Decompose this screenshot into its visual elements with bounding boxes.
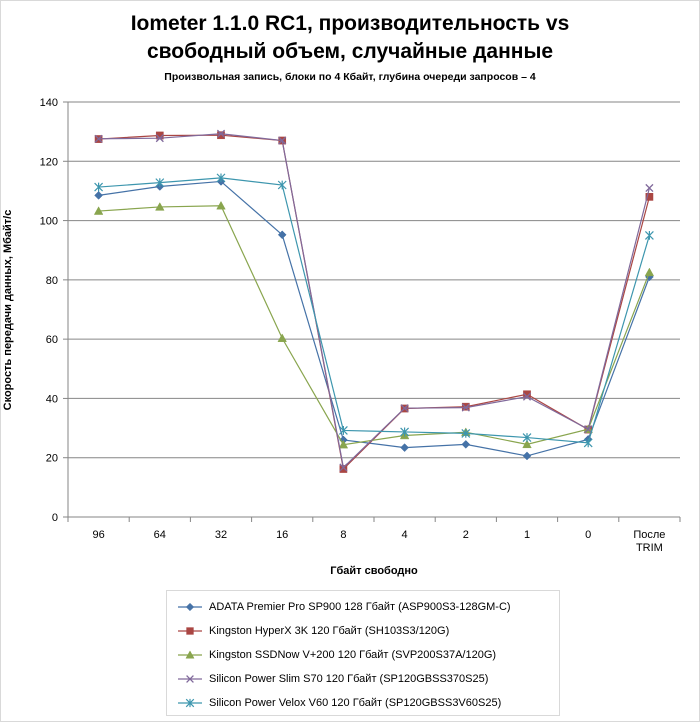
legend-item: Silicon Power Slim S70 120 Гбайт (SP120G…: [177, 667, 488, 691]
legend-label: ADATA Premier Pro SP900 128 Гбайт (ASP90…: [209, 601, 511, 613]
x-tick-label: 32: [215, 529, 227, 541]
data-point: [400, 404, 409, 413]
chart-subtitle: Произвольная запись, блоки по 4 Кбайт, г…: [164, 71, 536, 83]
legend-label: Silicon Power Velox V60 120 Гбайт (SP120…: [209, 697, 502, 709]
data-point: [522, 451, 532, 461]
y-tick-label: 0: [52, 512, 58, 524]
data-point: [216, 173, 226, 183]
data-point: [94, 191, 103, 200]
data-point: [400, 443, 409, 452]
x-tick-label: 1: [524, 529, 530, 541]
legend-label: Kingston SSDNow V+200 120 Гбайт (SVP200S…: [209, 649, 497, 661]
y-tick-label: 80: [46, 275, 58, 287]
data-point: [461, 428, 471, 438]
series-line: [98, 205, 650, 446]
data-point: [522, 392, 532, 401]
legend-marker: [185, 650, 195, 659]
legend-marker-icon: [178, 650, 202, 659]
legend-item: ADATA Premier Pro SP900 128 Гбайт (ASP90…: [177, 595, 511, 619]
y-tick-label: 140: [40, 97, 58, 109]
data-point: [644, 267, 655, 277]
x-tick-label: После TRIM: [633, 529, 665, 554]
legend-item: Kingston SSDNow V+200 120 Гбайт (SVP200S…: [177, 643, 496, 667]
y-tick-label: 40: [46, 393, 58, 405]
data-point: [217, 131, 225, 140]
data-point: [155, 131, 164, 140]
legend-marker: [185, 602, 195, 612]
x-tick-label: 2: [463, 529, 469, 541]
series-5: [94, 173, 654, 448]
data-point: [400, 427, 410, 437]
x-tick-label: 4: [402, 529, 408, 541]
series-line: [98, 177, 650, 444]
x-tick-label: 64: [154, 529, 166, 541]
legend-marker-icon: [178, 698, 202, 708]
data-point: [522, 439, 532, 449]
legend-label: Silicon Power Slim S70 120 Гбайт (SP120G…: [209, 673, 489, 685]
legend: ADATA Premier Pro SP900 128 Гбайт (ASP90…: [166, 590, 560, 716]
data-point: [461, 440, 471, 449]
y-tick-label: 120: [40, 156, 58, 168]
data-point: [93, 206, 104, 215]
legend-marker-icon: [178, 627, 202, 635]
x-tick-label: 96: [92, 529, 104, 541]
data-point: [339, 463, 348, 472]
data-point: [277, 230, 287, 240]
data-point: [216, 200, 226, 210]
series-1: [94, 177, 654, 461]
x-tick-label: 0: [585, 529, 591, 541]
data-point: [645, 193, 654, 201]
data-point: [645, 183, 654, 193]
legend-marker: [186, 675, 194, 683]
legend-marker-icon: [178, 675, 202, 683]
x-tick-label: 8: [340, 529, 346, 541]
data-point: [216, 129, 226, 138]
series-2: [94, 131, 654, 473]
data-point: [583, 438, 593, 448]
data-point: [277, 333, 287, 342]
data-point: [155, 178, 165, 188]
data-point: [461, 403, 470, 412]
legend-marker: [186, 627, 194, 635]
data-point: [155, 134, 164, 143]
x-tick-label: 16: [276, 529, 288, 541]
data-point: [338, 439, 349, 449]
chart-title-line2: свободный объем, случайные данные: [146, 40, 554, 63]
data-point: [338, 426, 348, 435]
data-point: [644, 230, 654, 240]
series-3: [93, 200, 655, 449]
legend-item: Silicon Power Velox V60 120 Гбайт (SP120…: [177, 691, 501, 715]
series-line: [98, 133, 650, 469]
legend-marker-icon: [178, 602, 202, 612]
y-tick-label: 60: [46, 334, 58, 346]
data-point: [94, 182, 104, 192]
y-axis-label: Скорость передачи данных, Мбайт/с: [2, 209, 14, 411]
data-point: [278, 136, 287, 145]
legend-item: Kingston HyperX 3K 120 Гбайт (SH103S3/12…: [177, 619, 449, 643]
legend-marker: [185, 698, 195, 708]
data-point: [277, 180, 287, 190]
legend-label: Kingston HyperX 3K 120 Гбайт (SH103S3/12…: [209, 625, 450, 637]
data-point: [155, 202, 165, 211]
data-point: [522, 433, 532, 442]
y-tick-label: 100: [40, 216, 58, 228]
y-tick-label: 20: [46, 453, 58, 465]
data-point: [584, 425, 593, 434]
series-line: [98, 180, 650, 457]
x-axis-label: Гбайт свободно: [330, 565, 418, 577]
data-point: [523, 390, 531, 399]
data-point: [94, 134, 103, 143]
chart-title-line1: Iometer 1.1.0 RC1, производительность vs: [130, 12, 570, 35]
series-4: [94, 129, 654, 472]
